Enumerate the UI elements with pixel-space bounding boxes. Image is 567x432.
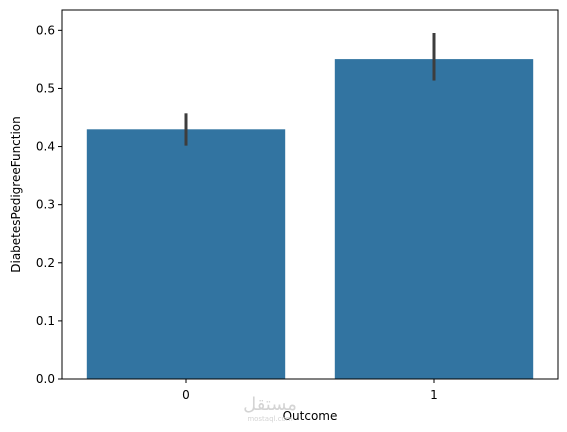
watermark-logo: مستقل mostaql.com [243, 394, 297, 423]
plot-frame [61, 9, 559, 380]
watermark-subtext: mostaql.com [247, 415, 293, 423]
y-axis: 0.0 0.1 0.2 0.3 0.4 0.5 0.6 [36, 23, 62, 386]
bar-0 [86, 129, 286, 379]
x-axis-label: Outcome [283, 409, 338, 423]
y-axis-label: DiabetesPedigreeFunction [9, 116, 23, 273]
y-tick-label: 0.1 [36, 314, 55, 328]
bar-1 [334, 59, 534, 379]
y-tick-label: 0.2 [36, 256, 55, 270]
bars-layer [86, 59, 534, 379]
y-tick-label: 0.6 [36, 23, 55, 37]
error-bars-layer [184, 33, 436, 146]
y-tick-label: 0.5 [36, 81, 55, 95]
watermark-text: مستقل [243, 394, 297, 415]
x-tick-label: 0 [182, 388, 190, 402]
y-tick-label: 0.4 [36, 140, 55, 154]
y-tick-label: 0.0 [36, 372, 55, 386]
y-tick-label: 0.3 [36, 198, 55, 212]
x-tick-label: 1 [430, 388, 438, 402]
